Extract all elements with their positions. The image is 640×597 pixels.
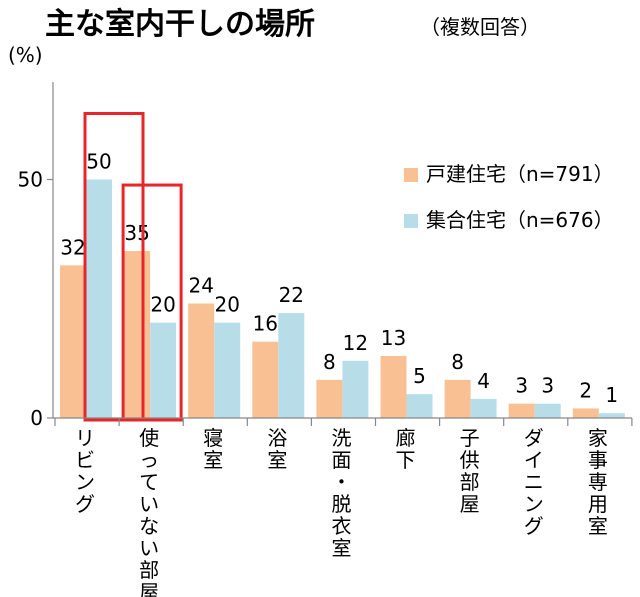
category-label-1-char-6: 部 <box>139 558 159 582</box>
bar-detached-5 <box>380 355 407 418</box>
data-label-apartment-0: 50 <box>86 150 111 174</box>
category-label-7-char-0: ダ <box>524 426 544 450</box>
category-label-1-char-4: な <box>139 514 159 538</box>
category-label-8-char-1: 事 <box>588 448 608 472</box>
data-label-detached-6: 8 <box>451 350 464 374</box>
category-label-4-char-0: 洗 <box>331 426 351 450</box>
category-label-1-char-5: い <box>139 536 159 560</box>
data-label-detached-0: 32 <box>60 235 85 259</box>
data-label-apartment-2: 20 <box>214 293 239 317</box>
data-label-detached-1: 35 <box>124 221 149 245</box>
data-label-apartment-1: 20 <box>150 293 175 317</box>
chart-subtitle: （複数回答） <box>420 15 540 39</box>
bar-apartment-0 <box>86 179 112 418</box>
highlight-boxes-group <box>83 112 183 422</box>
bar-apartment-6 <box>470 398 497 418</box>
category-label-4-char-5: 室 <box>331 536 351 560</box>
highlight-box-1 <box>121 183 183 422</box>
category-label-8-char-4: 室 <box>588 514 608 538</box>
data-label-detached-7: 3 <box>515 374 528 398</box>
data-label-detached-5: 13 <box>381 326 406 350</box>
bar-detached-3 <box>252 341 279 418</box>
bar-apartment-4 <box>342 360 369 418</box>
legend-label-1: 集合住宅（n=676） <box>426 208 614 232</box>
bar-detached-7 <box>508 403 535 418</box>
y-axis-unit: (%) <box>8 43 43 67</box>
data-label-apartment-4: 12 <box>343 331 368 355</box>
data-label-detached-4: 8 <box>323 350 336 374</box>
bar-apartment-8 <box>598 413 625 418</box>
category-label-6-char-2: 部 <box>460 470 480 494</box>
category-label-4-char-4: 衣 <box>331 514 351 538</box>
category-label-4-char-3: 脱 <box>331 492 351 516</box>
category-label-5-char-0: 廊 <box>396 426 416 450</box>
bar-detached-2 <box>188 303 215 418</box>
bar-detached-0 <box>60 265 86 418</box>
legend-label-0: 戸建住宅（n=791） <box>426 162 614 186</box>
y-tick-label-0: 0 <box>30 406 43 430</box>
highlight-box-0 <box>83 112 145 422</box>
bar-detached-4 <box>316 379 343 418</box>
category-label-5-char-1: 下 <box>396 448 416 472</box>
category-label-0-char-1: ビ <box>75 448 95 472</box>
bar-detached-8 <box>572 408 599 418</box>
legend: 戸建住宅（n=791） 集合住宅（n=676） <box>404 162 614 232</box>
category-label-1-char-2: て <box>139 470 159 494</box>
category-label-1-char-3: い <box>139 492 159 516</box>
category-label-6-char-0: 子 <box>460 426 480 450</box>
category-label-8-char-3: 用 <box>588 492 608 516</box>
category-label-0-char-2: ン <box>75 470 95 494</box>
bar-apartment-7 <box>534 403 561 418</box>
category-label-0-char-3: グ <box>75 492 95 516</box>
bar-detached-1 <box>124 251 151 418</box>
legend-swatch-1 <box>404 214 418 228</box>
bars-group <box>60 179 625 418</box>
bar-apartment-2 <box>214 322 241 418</box>
category-label-2-char-0: 寝 <box>203 426 223 450</box>
category-label-7-char-2: ニ <box>524 470 544 494</box>
data-label-detached-3: 16 <box>253 312 278 336</box>
bar-apartment-3 <box>278 313 305 418</box>
bar-apartment-5 <box>406 394 433 418</box>
legend-swatch-0 <box>404 168 418 182</box>
category-label-0-char-0: リ <box>75 426 95 450</box>
data-label-apartment-6: 4 <box>477 369 490 393</box>
y-tick-label-50: 50 <box>18 168 43 192</box>
category-label-1-char-1: っ <box>139 448 159 472</box>
category-label-3-char-0: 浴 <box>267 426 287 450</box>
category-label-2-char-1: 室 <box>203 448 223 472</box>
category-label-4-char-1: 面 <box>331 448 351 472</box>
axes-group: 0 50 <box>18 82 633 430</box>
data-label-apartment-7: 3 <box>541 374 554 398</box>
data-label-detached-8: 2 <box>579 378 592 402</box>
bar-apartment-1 <box>150 322 177 418</box>
data-label-apartment-8: 1 <box>605 383 618 407</box>
bar-detached-6 <box>444 379 471 418</box>
category-label-3-char-1: 室 <box>267 448 287 472</box>
category-label-7-char-1: イ <box>524 448 544 472</box>
data-label-detached-2: 24 <box>188 274 213 298</box>
category-label-6-char-3: 屋 <box>460 492 480 516</box>
category-label-8-char-0: 家 <box>588 426 608 450</box>
category-label-6-char-1: 供 <box>460 448 480 472</box>
data-label-apartment-5: 5 <box>413 364 426 388</box>
data-label-apartment-3: 22 <box>279 283 304 307</box>
category-label-7-char-3: ン <box>524 492 544 516</box>
category-label-7-char-4: グ <box>524 514 544 538</box>
category-label-1-char-0: 使 <box>139 426 159 450</box>
category-label-8-char-2: 専 <box>588 470 608 494</box>
category-label-1-char-7: 屋 <box>139 580 159 597</box>
chart-title: 主な室内干しの場所 <box>45 7 315 42</box>
category-label-4-char-2: ・ <box>331 470 351 494</box>
